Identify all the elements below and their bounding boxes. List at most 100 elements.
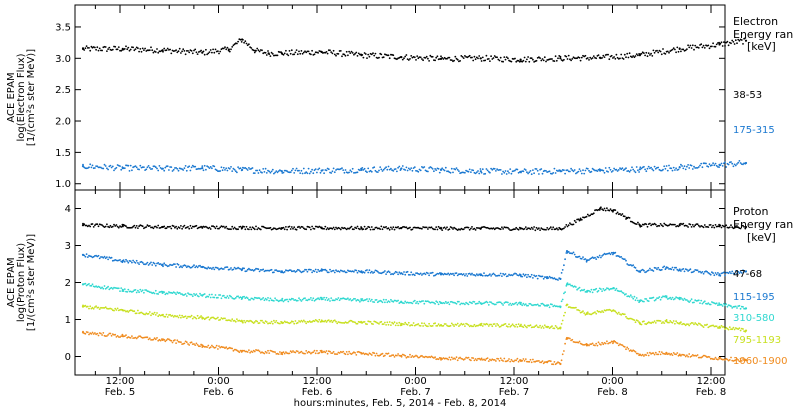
- data-point: [477, 57, 479, 60]
- data-point: [330, 319, 333, 322]
- data-point: [489, 273, 491, 276]
- data-point: [413, 274, 416, 277]
- data-point: [443, 226, 446, 229]
- data-point: [468, 272, 471, 275]
- x-tick-time: 0:00: [404, 376, 426, 387]
- data-point: [573, 219, 576, 222]
- data-point: [374, 354, 377, 357]
- data-point: [234, 297, 237, 299]
- data-point: [623, 168, 626, 171]
- data-point: [115, 309, 118, 311]
- data-point: [697, 224, 700, 227]
- data-point: [499, 325, 502, 328]
- data-point: [138, 225, 141, 228]
- data-point: [713, 358, 716, 360]
- data-point: [671, 321, 674, 324]
- data-vertex: [638, 353, 642, 356]
- plot-frame: [74, 4, 726, 191]
- data-point: [452, 323, 454, 326]
- data-point: [668, 352, 670, 355]
- data-point: [366, 269, 368, 271]
- data-point: [169, 225, 172, 228]
- data-point: [551, 325, 553, 327]
- data-point: [171, 314, 174, 317]
- data-point: [207, 316, 210, 318]
- data-point: [689, 300, 692, 302]
- data-point: [298, 269, 300, 271]
- data-vertex: [585, 290, 589, 293]
- data-vertex: [665, 266, 668, 269]
- data-point: [325, 228, 328, 231]
- data-point: [644, 168, 646, 171]
- data-point: [563, 264, 565, 267]
- data-point: [639, 166, 642, 169]
- data-point: [275, 320, 278, 322]
- data-point: [351, 167, 354, 170]
- data-point: [246, 268, 249, 271]
- data-point: [89, 163, 92, 166]
- data-point: [392, 170, 395, 172]
- data-point: [119, 165, 121, 168]
- data-point: [332, 351, 335, 353]
- data-point: [628, 170, 631, 173]
- data-point: [462, 323, 465, 325]
- data-point: [306, 270, 309, 273]
- data-point: [553, 327, 556, 330]
- legend-entry: 38-53: [733, 90, 762, 101]
- data-point: [203, 53, 206, 56]
- data-point: [464, 55, 466, 57]
- legend-entry: 795-1193: [733, 335, 781, 346]
- series-115-195: [81, 250, 748, 281]
- data-point: [542, 362, 545, 365]
- data-point: [147, 312, 150, 315]
- data-point: [134, 226, 137, 229]
- data-point: [193, 343, 195, 345]
- data-vertex: [161, 167, 164, 170]
- data-point: [662, 266, 664, 269]
- data-point: [472, 325, 475, 328]
- data-point: [561, 269, 564, 271]
- data-point: [657, 297, 660, 299]
- data-point: [269, 322, 272, 325]
- data-point: [604, 167, 607, 169]
- data-vertex: [439, 168, 443, 171]
- data-point: [718, 166, 720, 169]
- data-point: [501, 226, 503, 229]
- data-point: [127, 261, 130, 264]
- data-point: [416, 355, 419, 358]
- data-point: [316, 271, 318, 273]
- data-point: [404, 273, 407, 276]
- data-point: [672, 320, 675, 322]
- data-point: [742, 269, 744, 272]
- data-point: [471, 302, 473, 305]
- data-point: [131, 261, 133, 264]
- data-point: [626, 263, 629, 265]
- data-point: [393, 356, 396, 358]
- data-point: [700, 299, 703, 302]
- data-point: [390, 298, 392, 301]
- data-point: [687, 323, 689, 326]
- data-point: [230, 166, 232, 168]
- data-point: [163, 291, 166, 293]
- data-point: [226, 46, 229, 49]
- data-point: [548, 306, 551, 309]
- data-point: [640, 225, 643, 228]
- data-point: [670, 352, 673, 355]
- data-point: [300, 50, 303, 52]
- data-point: [634, 299, 637, 302]
- data-point: [314, 168, 317, 171]
- data-point: [194, 344, 197, 346]
- data-vertex: [400, 227, 403, 230]
- data-point: [129, 260, 132, 262]
- data-point: [650, 52, 652, 55]
- data-point: [742, 306, 744, 308]
- data-point: [712, 224, 714, 227]
- data-point: [588, 259, 590, 261]
- data-point: [540, 327, 543, 329]
- data-point: [304, 352, 306, 355]
- data-point: [699, 164, 701, 167]
- data-point: [641, 353, 644, 356]
- data-point: [417, 57, 420, 60]
- data-point: [90, 284, 93, 287]
